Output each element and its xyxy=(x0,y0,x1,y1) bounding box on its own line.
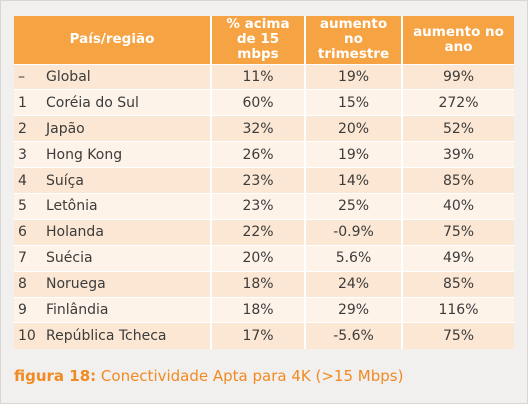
figure-caption: figura 18: Conectividade Apta para 4K (>… xyxy=(14,367,403,385)
country-name: Holanda xyxy=(46,224,104,241)
quarter-change-cell: 24% xyxy=(304,270,402,298)
year-change-cell: 75% xyxy=(401,322,514,349)
country-name: Suécia xyxy=(46,250,93,267)
country-name: Letônia xyxy=(46,198,98,215)
table-row: 3 Hong Kong 26% 19% 39% xyxy=(14,141,514,168)
country-cell: 4 Suíça xyxy=(14,167,211,194)
quarter-change-cell: 14% xyxy=(304,167,402,194)
rank-number: 8 xyxy=(18,276,27,293)
header-quarter-change: aumento no trimestre xyxy=(304,16,402,64)
quarter-change-cell: -0.9% xyxy=(304,218,402,246)
year-change-cell: 85% xyxy=(401,167,514,194)
pct-above-15mbps-cell: 32% xyxy=(210,115,305,142)
country-cell: 10 República Tcheca xyxy=(14,322,211,349)
table-row: 7 Suécia 20% 5.6% 49% xyxy=(14,244,514,272)
rank-number: 4 xyxy=(18,172,27,189)
rank-number: – xyxy=(18,68,25,85)
quarter-change-cell: 15% xyxy=(304,89,402,116)
year-change-cell: 52% xyxy=(401,115,514,142)
rank-number: 10 xyxy=(18,328,36,345)
rank-number: 9 xyxy=(18,301,27,318)
country-cell: 7 Suécia xyxy=(14,244,211,272)
figure-title: Conectividade Apta para 4K (>15 Mbps) xyxy=(96,367,404,385)
quarter-change-cell: -5.6% xyxy=(304,322,402,349)
country-cell: 9 Finlândia xyxy=(14,296,211,323)
rank-number: 5 xyxy=(18,198,27,215)
country-name: Global xyxy=(46,68,91,85)
table-row: 1 Coréia do Sul 60% 15% 272% xyxy=(14,89,514,116)
table-row: 9 Finlândia 18% 29% 116% xyxy=(14,296,514,323)
year-change-cell: 40% xyxy=(401,192,514,220)
table-row: – Global 11% 19% 99% xyxy=(14,63,514,90)
pct-above-15mbps-cell: 18% xyxy=(210,270,305,298)
country-name: Finlândia xyxy=(46,301,109,318)
header-country: País/região xyxy=(14,16,211,64)
country-cell: 6 Holanda xyxy=(14,218,211,246)
table-row: 8 Noruega 18% 24% 85% xyxy=(14,270,514,298)
rank-number: 7 xyxy=(18,250,27,267)
country-name: Noruega xyxy=(46,276,106,293)
figure-number: figura 18: xyxy=(14,367,97,385)
quarter-change-cell: 25% xyxy=(304,192,402,220)
connectivity-table: País/região % acima de 15 mbps aumento n… xyxy=(14,16,514,349)
rank-number: 3 xyxy=(18,146,27,163)
year-change-cell: 85% xyxy=(401,270,514,298)
country-cell: 8 Noruega xyxy=(14,270,211,298)
year-change-cell: 116% xyxy=(401,296,514,323)
pct-above-15mbps-cell: 17% xyxy=(210,322,305,349)
pct-above-15mbps-cell: 11% xyxy=(210,63,305,90)
country-cell: 3 Hong Kong xyxy=(14,141,211,168)
country-cell: 5 Letônia xyxy=(14,192,211,220)
quarter-change-cell: 29% xyxy=(304,296,402,323)
pct-above-15mbps-cell: 60% xyxy=(210,89,305,116)
country-cell: 1 Coréia do Sul xyxy=(14,89,211,116)
quarter-change-cell: 19% xyxy=(304,63,402,90)
table-row: 2 Japão 32% 20% 52% xyxy=(14,115,514,142)
country-cell: – Global xyxy=(14,63,211,90)
quarter-change-cell: 5.6% xyxy=(304,244,402,272)
table-row: 10 República Tcheca 17% -5.6% 75% xyxy=(14,322,514,349)
table-row: 6 Holanda 22% -0.9% 75% xyxy=(14,218,514,246)
pct-above-15mbps-cell: 20% xyxy=(210,244,305,272)
country-name: Hong Kong xyxy=(46,146,123,163)
table-header-row: País/região % acima de 15 mbps aumento n… xyxy=(14,16,514,64)
pct-above-15mbps-cell: 23% xyxy=(210,167,305,194)
year-change-cell: 99% xyxy=(401,63,514,90)
year-change-cell: 39% xyxy=(401,141,514,168)
year-change-cell: 49% xyxy=(401,244,514,272)
rank-number: 6 xyxy=(18,224,27,241)
country-name: Suíça xyxy=(46,172,84,189)
pct-above-15mbps-cell: 23% xyxy=(210,192,305,220)
header-pct-above-15mbps: % acima de 15 mbps xyxy=(210,16,305,64)
country-name: Japão xyxy=(46,120,85,137)
year-change-cell: 272% xyxy=(401,89,514,116)
header-year-change: aumento no ano xyxy=(401,16,514,64)
pct-above-15mbps-cell: 18% xyxy=(210,296,305,323)
table-row: 4 Suíça 23% 14% 85% xyxy=(14,167,514,194)
pct-above-15mbps-cell: 26% xyxy=(210,141,305,168)
quarter-change-cell: 20% xyxy=(304,115,402,142)
pct-above-15mbps-cell: 22% xyxy=(210,218,305,246)
rank-number: 2 xyxy=(18,120,27,137)
table-row: 5 Letônia 23% 25% 40% xyxy=(14,192,514,220)
rank-number: 1 xyxy=(18,94,27,111)
quarter-change-cell: 19% xyxy=(304,141,402,168)
country-name: Coréia do Sul xyxy=(46,94,139,111)
country-name: República Tcheca xyxy=(46,328,167,345)
year-change-cell: 75% xyxy=(401,218,514,246)
country-cell: 2 Japão xyxy=(14,115,211,142)
